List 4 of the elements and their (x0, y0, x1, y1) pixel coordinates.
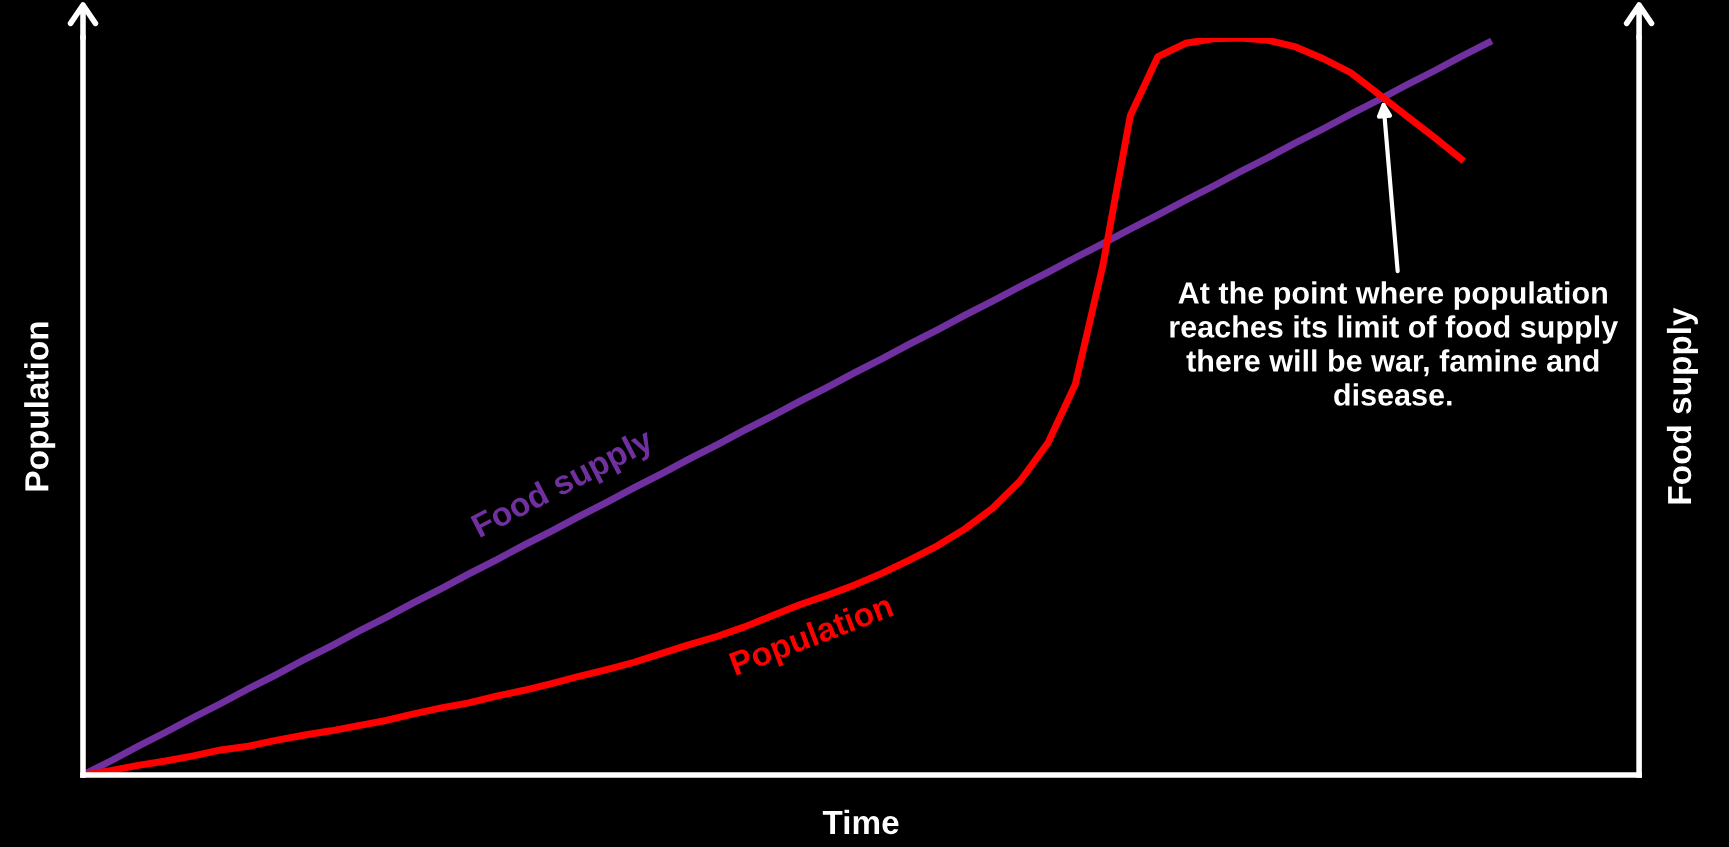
y2-axis-title: Food supply (1666, 307, 1698, 504)
y-axis-title: Population (24, 322, 56, 491)
annotation: At the point where population reaches its limit of food supply there will be war, famine and disease. (1170, 281, 1619, 406)
x-axis-title: Time (822, 809, 899, 835)
